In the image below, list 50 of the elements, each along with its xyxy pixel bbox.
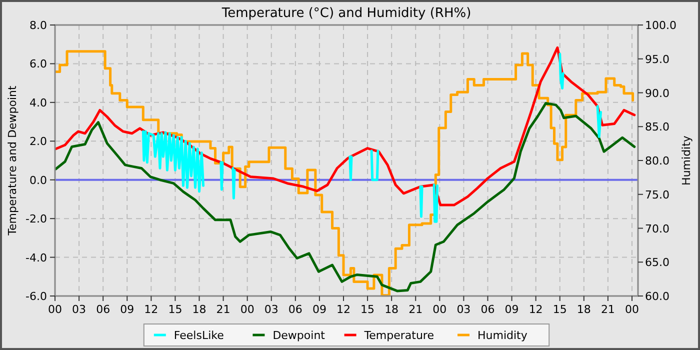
x-tick-label: 06 — [288, 303, 302, 316]
x-tick-label: 21 — [600, 303, 615, 316]
y2-tick-label: 80.0 — [645, 154, 670, 168]
x-tick-label: 09 — [504, 303, 519, 316]
chart-title: Temperature (°C) and Humidity (RH%) — [220, 6, 472, 21]
legend-label: FeelsLike — [174, 329, 224, 342]
legend-label: Humidity — [478, 329, 528, 342]
legend-label: Temperature — [363, 329, 434, 342]
y-tick-label: 8.0 — [30, 19, 47, 32]
y2-tick-label: 60.0 — [645, 290, 670, 303]
y2-axis-title: Humidity — [680, 135, 693, 186]
x-tick-label: 12 — [144, 303, 158, 316]
y-tick-label: 6.0 — [30, 58, 47, 71]
y2-tick-label: 90.0 — [645, 86, 670, 100]
x-tick-label: 18 — [384, 303, 399, 316]
y2-tick-label: 95.0 — [645, 52, 670, 66]
y-tick-label: 2.0 — [30, 135, 47, 148]
y-tick-label: -2.0 — [26, 212, 47, 226]
legend-label: Dewpoint — [272, 329, 326, 342]
x-tick-label: 12 — [528, 303, 543, 316]
x-tick-label: 06 — [480, 303, 495, 316]
y2-tick-label: 100.0 — [645, 19, 676, 32]
line-series — [54, 102, 636, 292]
x-tick-label: 03 — [264, 303, 278, 316]
x-tick-label: 06 — [96, 303, 110, 316]
x-tick-label: 21 — [408, 303, 423, 316]
x-tick-label: 00 — [48, 303, 62, 316]
x-tick-label: 00 — [624, 303, 639, 316]
x-tick-label: 09 — [312, 303, 326, 316]
x-tick-label: 18 — [576, 303, 591, 316]
x-tick-label: 00 — [240, 303, 254, 316]
y2-tick-label: 85.0 — [645, 120, 670, 134]
y-tick-label: -6.0 — [26, 290, 47, 303]
x-tick-label: 15 — [360, 303, 375, 316]
y-tick-label: 0.0 — [30, 174, 47, 187]
y-tick-label: -4.0 — [26, 251, 47, 264]
x-tick-label: 03 — [72, 303, 86, 316]
x-tick-label: 00 — [432, 303, 447, 316]
x-tick-label: 12 — [336, 303, 350, 316]
y2-tick-label: 65.0 — [645, 256, 670, 270]
x-tick-label: 15 — [168, 303, 182, 316]
y2-tick-label: 70.0 — [645, 222, 670, 236]
x-tick-label: 18 — [192, 303, 206, 316]
y-tick-label: 4.0 — [30, 96, 47, 110]
x-tick-label: 15 — [552, 303, 567, 316]
x-tick-label: 21 — [216, 303, 230, 316]
y-axis-title: Temperature and Dewpoint — [6, 84, 19, 236]
x-tick-label: 03 — [456, 303, 471, 316]
y2-tick-label: 75.0 — [645, 188, 670, 202]
x-tick-label: 09 — [120, 303, 134, 316]
